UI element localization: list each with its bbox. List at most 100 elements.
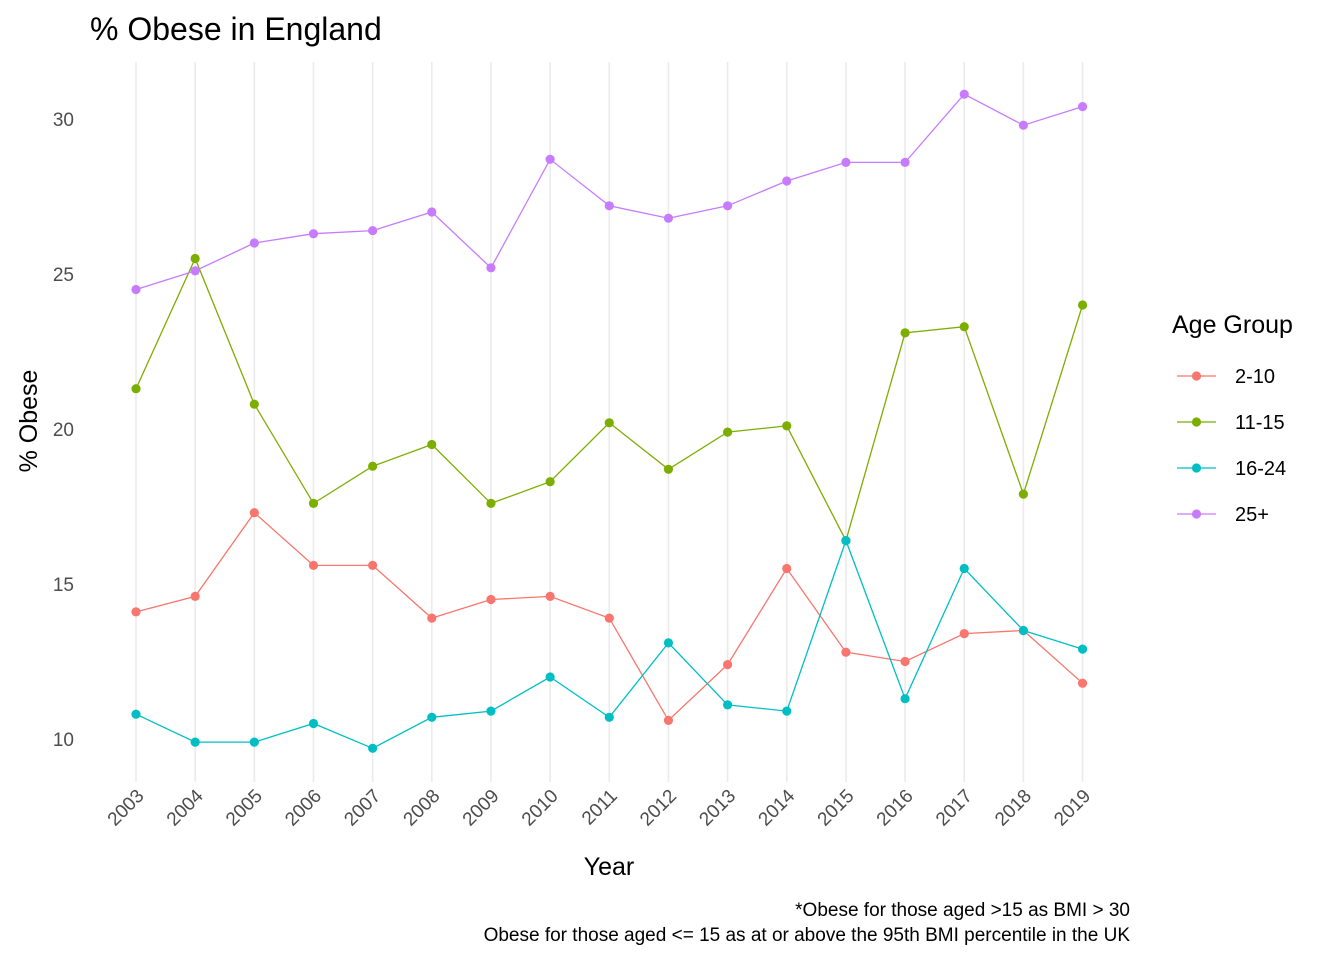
x-tick-label: 2013: [695, 786, 740, 831]
x-tick-label: 2017: [932, 786, 977, 831]
data-point-16-24: [427, 712, 437, 722]
legend-label: 16-24: [1235, 458, 1286, 480]
data-point-2-10: [604, 613, 614, 623]
legend-label: 11-15: [1235, 412, 1285, 434]
data-point-16-24: [782, 706, 792, 716]
data-point-11-15: [663, 464, 674, 474]
data-point-16-24: [841, 536, 851, 546]
data-point-16-24: [959, 563, 969, 574]
legend-key-point: [1191, 417, 1202, 427]
data-point-16-24: [190, 737, 200, 747]
data-point-2-10: [663, 715, 674, 726]
data-point-25+: [723, 201, 733, 211]
data-point-11-15: [1018, 489, 1028, 499]
data-point-11-15: [545, 477, 555, 487]
x-tick-label: 2011: [578, 786, 622, 830]
legend: Age Group 2-10 11-15 16-24 25+: [1172, 311, 1293, 526]
data-point-2-10: [427, 613, 437, 623]
data-point-11-15: [900, 328, 910, 338]
x-tick-label: 2005: [222, 786, 267, 831]
data-point-2-10: [1077, 678, 1088, 688]
data-point-16-24: [900, 694, 910, 704]
data-point-16-24: [1077, 644, 1088, 654]
data-point-16-24: [723, 700, 733, 710]
x-tick-label: 2015: [814, 786, 859, 831]
data-point-11-15: [486, 498, 496, 508]
data-point-16-24: [131, 709, 141, 719]
data-point-2-10: [959, 629, 969, 639]
data-point-2-10: [249, 508, 259, 518]
data-point-2-10: [900, 656, 910, 667]
data-point-25+: [249, 238, 259, 248]
x-tick-label: 2010: [518, 786, 563, 831]
data-point-25+: [427, 207, 437, 217]
data-point-25+: [900, 157, 910, 167]
legend-title: Age Group: [1172, 311, 1293, 339]
data-point-25+: [663, 213, 674, 223]
data-point-11-15: [959, 322, 969, 332]
data-point-2-10: [486, 594, 496, 605]
data-point-16-24: [249, 737, 259, 747]
legend-label: 2-10: [1235, 366, 1275, 388]
x-tick-label: 2014: [755, 785, 800, 830]
x-tick-label: 2016: [873, 786, 918, 831]
data-point-11-15: [308, 498, 319, 508]
y-tick-label: 15: [53, 575, 74, 596]
data-point-25+: [1018, 120, 1028, 130]
data-point-25+: [545, 154, 555, 164]
x-tick-label: 2007: [340, 786, 385, 831]
x-axis-ticks: 2003 2004 2005 2006 2007 2008 2009 2010 2011 2012…: [104, 785, 1095, 830]
legend-key-point: [1191, 371, 1202, 381]
data-point-11-15: [249, 399, 259, 409]
y-tick-label: 25: [53, 265, 74, 286]
data-point-16-24: [1018, 625, 1028, 636]
data-point-11-15: [723, 427, 733, 437]
data-point-11-15: [190, 253, 200, 264]
data-point-2-10: [782, 563, 792, 574]
y-tick-label: 30: [53, 110, 74, 131]
data-point-2-10: [723, 660, 733, 670]
y-axis-ticks: 10 15 20 25 30: [53, 110, 74, 751]
x-tick-label: 2012: [636, 786, 681, 831]
y-tick-label: 20: [53, 420, 74, 441]
y-tick-label: 10: [53, 730, 74, 751]
caption-line-1: *Obese for those aged >15 as BMI > 30: [795, 900, 1130, 921]
data-point-16-24: [368, 743, 378, 753]
data-point-25+: [782, 176, 792, 186]
data-point-16-24: [545, 672, 555, 682]
chart-title: % Obese in England: [90, 11, 382, 47]
legend-key-point: [1191, 509, 1202, 519]
data-point-2-10: [131, 607, 141, 617]
data-point-16-24: [604, 712, 614, 722]
x-tick-label: 2004: [163, 785, 208, 830]
data-point-2-10: [545, 591, 555, 602]
data-point-2-10: [308, 560, 319, 571]
data-point-2-10: [190, 591, 200, 602]
y-axis-title: % Obese: [15, 370, 43, 473]
data-point-25+: [604, 201, 614, 211]
data-point-25+: [308, 229, 319, 239]
data-point-16-24: [308, 718, 319, 729]
x-tick-label: 2006: [281, 786, 326, 831]
data-point-2-10: [368, 560, 378, 571]
data-point-25+: [1077, 102, 1088, 112]
data-point-25+: [368, 226, 378, 236]
series-points: [131, 89, 1088, 753]
data-point-25+: [486, 263, 496, 273]
x-tick-label: 2003: [104, 786, 149, 831]
x-tick-label: 2019: [1050, 786, 1095, 831]
caption-line-2: Obese for those aged <= 15 as at or abov…: [484, 925, 1131, 946]
data-point-2-10: [841, 647, 851, 657]
x-tick-label: 2008: [400, 786, 445, 831]
legend-key-point: [1191, 463, 1202, 473]
x-tick-label: 2018: [991, 786, 1036, 831]
data-point-16-24: [663, 638, 674, 648]
x-axis-title: Year: [584, 853, 635, 881]
data-point-25+: [959, 89, 969, 99]
data-point-25+: [131, 284, 141, 295]
data-point-11-15: [427, 439, 437, 450]
legend-label: 25+: [1235, 504, 1269, 526]
data-point-11-15: [131, 384, 141, 394]
data-point-11-15: [1077, 300, 1088, 310]
